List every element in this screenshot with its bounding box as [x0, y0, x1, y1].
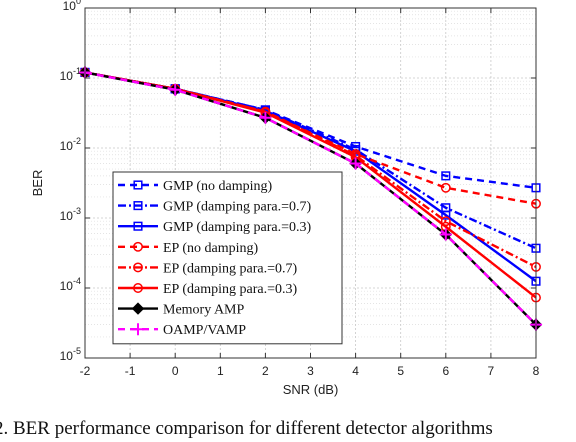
diamond-marker [131, 302, 145, 315]
circle-marker [133, 283, 143, 293]
square-marker [133, 180, 143, 190]
x-tick-label: 6 [442, 364, 449, 378]
x-axis-label: SNR (dB) [283, 382, 339, 397]
y-tick-label: 10-2 [60, 136, 81, 153]
plus-marker [132, 323, 144, 336]
circle-marker [133, 241, 143, 252]
x-tick-label: 7 [488, 364, 495, 378]
legend-label: GMP (damping para.=0.7) [163, 200, 311, 215]
plus-marker [259, 111, 272, 124]
legend-entry: EP (damping para.=0.3) [118, 282, 297, 297]
series-line [84, 71, 537, 326]
legend-label: GMP (no damping) [163, 179, 272, 194]
legend-entry: GMP (no damping) [118, 179, 272, 194]
legend-label: Memory AMP [163, 303, 245, 318]
legend-label: EP (damping para.=0.7) [163, 261, 297, 276]
x-tick-label: 8 [533, 364, 540, 378]
legend-entry: GMP (damping para.=0.7) [118, 200, 311, 215]
x-tick-label: -1 [125, 364, 136, 378]
legend-label: EP (damping para.=0.3) [163, 282, 297, 297]
legend-entry: EP (damping para.=0.7) [118, 261, 297, 276]
legend-label: OAMP/VAMP [163, 323, 246, 338]
circle-marker [133, 262, 143, 273]
plus-marker [439, 228, 452, 241]
legend-entry: OAMP/VAMP [118, 323, 246, 338]
x-tick-label: -2 [80, 364, 91, 378]
x-tick-label: 4 [352, 364, 359, 378]
x-tick-label: 2 [262, 364, 269, 378]
square-marker [133, 221, 143, 231]
square-marker [441, 171, 451, 181]
figure-caption: 2. BER performance comparison for differ… [0, 418, 493, 439]
legend: GMP (no damping) GMP (damping para.=0.7) G… [112, 171, 343, 345]
x-tick-label: 5 [397, 364, 404, 378]
y-tick-label: 10-3 [60, 206, 81, 223]
square-marker [133, 201, 143, 211]
y-tick-label: 10-1 [60, 66, 81, 83]
y-axis-label: BER [30, 170, 45, 197]
legend-label: EP (no damping) [163, 241, 258, 256]
legend-entry: GMP (damping para.=0.3) [118, 220, 311, 235]
legend-entry: EP (no damping) [118, 241, 258, 256]
square-marker [441, 210, 451, 220]
ber-chart: -2 -1 0 1 2 3 4 5 6 7 8 10-5 10-4 10-3 10-2 10-1 100 SNR … [30, 0, 543, 397]
plus-marker [169, 83, 182, 96]
y-tick-label: 100 [63, 0, 81, 13]
plus-marker [349, 157, 362, 170]
y-tick-label: 10-5 [60, 346, 81, 363]
x-tick-label: 0 [172, 364, 179, 378]
x-tick-label: 3 [307, 364, 314, 378]
y-tick-label: 10-4 [60, 276, 81, 293]
legend-box [112, 171, 343, 345]
x-tick-label: 1 [217, 364, 224, 378]
legend-entry: Memory AMP [118, 302, 245, 318]
tick-labels: -2 -1 0 1 2 3 4 5 6 7 8 10-5 10-4 10-3 10-2 10-1 100 [60, 0, 540, 378]
legend-label: GMP (damping para.=0.3) [163, 220, 311, 235]
circle-marker [440, 182, 451, 193]
